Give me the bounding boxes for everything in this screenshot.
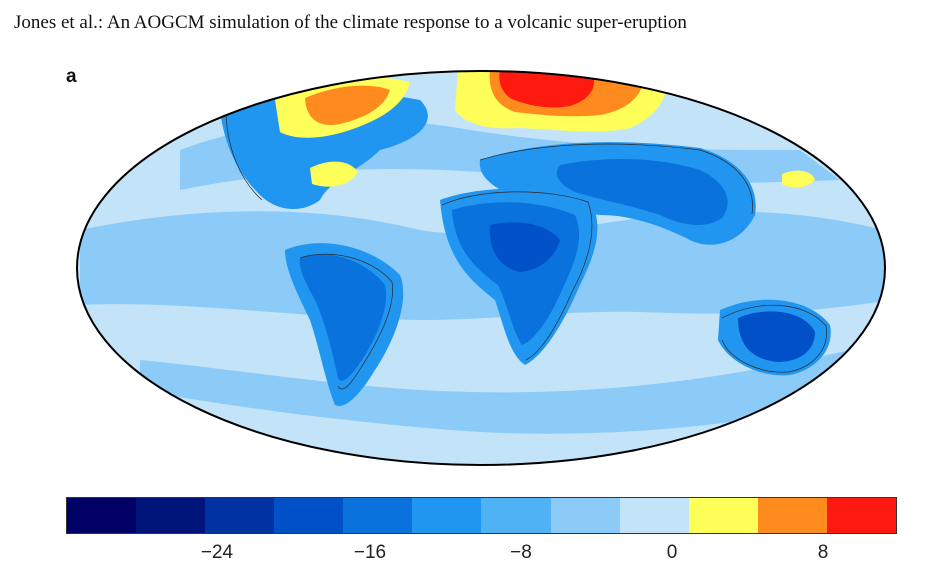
colorbar-swatch xyxy=(67,498,137,533)
colorbar-swatch xyxy=(550,498,620,533)
colorbar-swatch xyxy=(826,498,896,533)
map-fields xyxy=(77,71,885,465)
colorbar-swatch xyxy=(481,498,551,533)
colorbar-tick: −16 xyxy=(353,542,387,563)
colorbar-swatch xyxy=(619,498,689,533)
warm-anomaly-labrador xyxy=(310,161,358,187)
coastlines xyxy=(225,114,827,390)
colorbar-swatch xyxy=(412,498,482,533)
colorbar-swatch xyxy=(205,498,275,533)
south-america-core xyxy=(299,254,387,381)
colorbar-swatch xyxy=(136,498,206,533)
warm-core-north-america xyxy=(305,85,390,125)
colorbar-swatch xyxy=(757,498,827,533)
colorbar-ticks: −24 −16 −8 0 8 xyxy=(0,542,928,566)
north-america-field xyxy=(220,90,428,210)
figure-header: Jones et al.: An AOGCM simulation of the… xyxy=(14,12,687,33)
warm-anomaly-east-asia xyxy=(782,170,815,188)
colorbar-tick: 8 xyxy=(817,542,829,563)
colorbar-swatch xyxy=(688,498,758,533)
temperature-anomaly-map xyxy=(76,70,886,466)
panel-label: a xyxy=(66,66,77,87)
colorbar-tick: 0 xyxy=(666,542,678,563)
hot-core-arctic xyxy=(499,71,594,108)
australia-core xyxy=(738,311,815,362)
colorbar xyxy=(66,497,897,534)
colorbar-swatch xyxy=(274,498,344,533)
colorbar-tick: −24 xyxy=(200,542,234,563)
globe-outline xyxy=(76,70,886,466)
eurasia-core xyxy=(556,158,728,226)
colorbar-tick: −8 xyxy=(510,542,532,563)
colorbar-swatch xyxy=(343,498,413,533)
southern-band-light xyxy=(140,350,860,434)
africa-dark xyxy=(489,222,560,272)
